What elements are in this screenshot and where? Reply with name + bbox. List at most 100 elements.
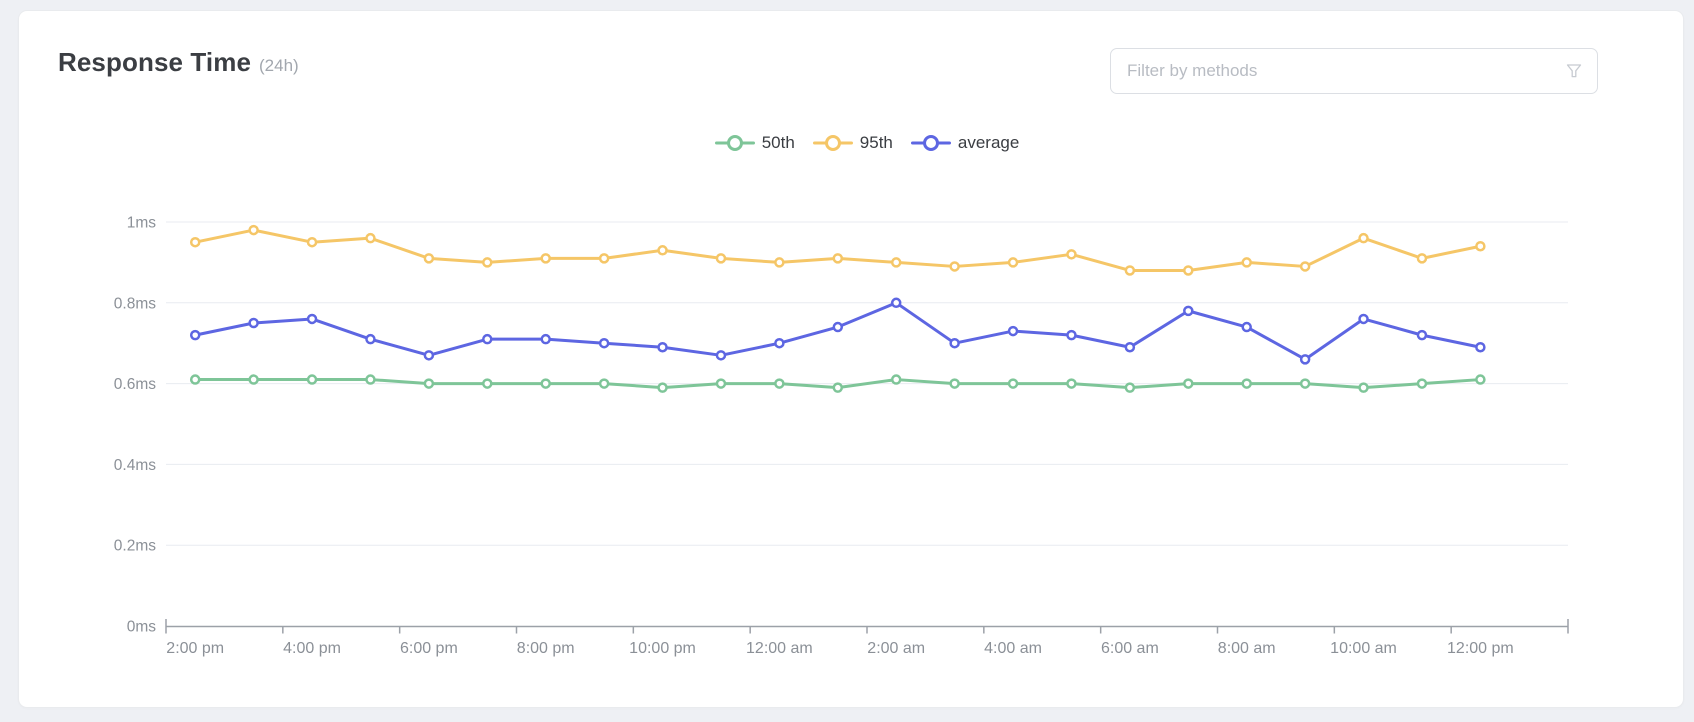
y-axis-label: 1ms — [127, 215, 157, 232]
x-axis-label: 2:00 am — [867, 640, 925, 657]
data-point-95th — [657, 245, 668, 256]
x-axis-label: 6:00 pm — [400, 640, 458, 657]
legend-label: 95th — [859, 133, 893, 152]
legend-item-95th[interactable]: 95th — [812, 133, 893, 153]
data-point-95th — [540, 253, 551, 264]
y-axis-label: 0.2ms — [114, 538, 156, 555]
data-point-average — [1183, 305, 1194, 317]
data-point-average — [832, 321, 844, 333]
data-point-average — [1416, 329, 1428, 341]
x-axis-label: 8:00 pm — [517, 640, 575, 657]
data-point-95th — [1007, 257, 1019, 268]
data-point-50th — [832, 382, 844, 393]
x-axis-label: 12:00 am — [746, 640, 813, 657]
data-point-average — [365, 333, 376, 345]
x-axis-label: 8:00 am — [1218, 640, 1276, 657]
x-axis-label: 2:00 pm — [166, 640, 224, 657]
data-point-average — [598, 337, 610, 349]
data-point-average — [189, 329, 201, 341]
data-point-95th — [774, 257, 785, 268]
data-point-95th — [1358, 232, 1369, 244]
data-point-95th — [1241, 257, 1252, 268]
y-axis-label: 0.4ms — [114, 457, 156, 474]
data-point-average — [1124, 341, 1136, 353]
x-axis-label: 4:00 pm — [283, 640, 341, 657]
legend-item-50th[interactable]: 50th — [714, 133, 795, 153]
data-point-50th — [540, 378, 551, 389]
filter-methods-input[interactable] — [1111, 49, 1566, 93]
data-point-95th — [832, 253, 844, 264]
data-point-50th — [1475, 374, 1486, 385]
x-axis-label: 6:00 am — [1101, 640, 1159, 657]
series-line-95th — [193, 228, 1482, 272]
data-point-average — [890, 297, 902, 309]
data-point-95th — [1416, 253, 1428, 264]
data-point-50th — [657, 382, 668, 393]
y-axis-label: 0.6ms — [114, 376, 156, 393]
data-point-95th — [949, 261, 960, 272]
data-point-average — [482, 333, 493, 345]
data-point-50th — [306, 374, 318, 385]
data-point-95th — [1299, 261, 1311, 272]
data-point-average — [1066, 329, 1077, 341]
chart-svg: 0ms 0.2ms 0.4ms 0.6ms 0.8ms 1ms 2:00 pm 4:00 pm… — [114, 215, 1569, 657]
card-header: Response Time (24h) — [58, 47, 299, 78]
data-point-95th — [189, 236, 201, 248]
data-point-average — [657, 341, 668, 353]
data-point-95th — [598, 253, 610, 264]
data-point-50th — [1416, 378, 1428, 389]
data-point-50th — [423, 378, 435, 389]
filter-methods-box — [1110, 48, 1598, 94]
data-point-95th — [1124, 265, 1136, 276]
data-point-50th — [598, 378, 610, 389]
legend-line-marker-icon — [812, 135, 853, 151]
funnel-icon — [1566, 63, 1597, 79]
data-point-average — [248, 317, 259, 329]
data-point-95th — [715, 253, 727, 264]
data-point-95th — [248, 224, 259, 236]
x-axis-label: 10:00 pm — [629, 640, 696, 657]
data-point-average — [540, 333, 551, 345]
data-point-50th — [949, 378, 960, 389]
x-axis-label: 10:00 am — [1330, 640, 1397, 657]
data-point-50th — [365, 374, 376, 385]
data-point-average — [1358, 313, 1369, 325]
data-point-50th — [1299, 378, 1311, 389]
legend-label: average — [957, 133, 1020, 152]
x-axis-label: 12:00 pm — [1447, 640, 1514, 657]
data-point-average — [1007, 325, 1019, 337]
data-point-average — [306, 313, 318, 325]
data-point-average — [423, 350, 435, 361]
data-point-50th — [1358, 382, 1369, 393]
data-point-50th — [1124, 382, 1136, 393]
data-point-50th — [482, 378, 493, 389]
time-range-label: (24h) — [259, 56, 299, 75]
data-point-95th — [482, 257, 493, 268]
legend-label: 50th — [761, 133, 795, 152]
legend-line-marker-icon — [910, 135, 951, 151]
page-title: Response Time — [58, 47, 251, 77]
data-point-50th — [1183, 378, 1194, 389]
data-point-95th — [306, 236, 318, 248]
data-point-average — [715, 350, 727, 361]
data-point-95th — [365, 232, 376, 244]
data-point-50th — [774, 378, 785, 389]
data-point-95th — [890, 257, 902, 268]
legend-item-average[interactable]: average — [910, 133, 1020, 153]
chart-legend: 50th 95th average — [166, 133, 1568, 153]
data-point-95th — [423, 253, 435, 264]
data-point-average — [1475, 341, 1486, 353]
data-point-50th — [189, 374, 201, 385]
data-point-50th — [1241, 378, 1252, 389]
data-point-50th — [715, 378, 727, 389]
data-point-50th — [1066, 378, 1077, 389]
data-point-50th — [248, 374, 259, 385]
data-point-average — [1241, 321, 1252, 333]
data-point-95th — [1475, 240, 1486, 252]
data-point-50th — [1007, 378, 1019, 389]
legend-line-marker-icon — [714, 135, 755, 151]
data-point-average — [1299, 354, 1311, 365]
data-point-average — [949, 337, 960, 349]
y-axis-label: 0.8ms — [114, 295, 156, 312]
